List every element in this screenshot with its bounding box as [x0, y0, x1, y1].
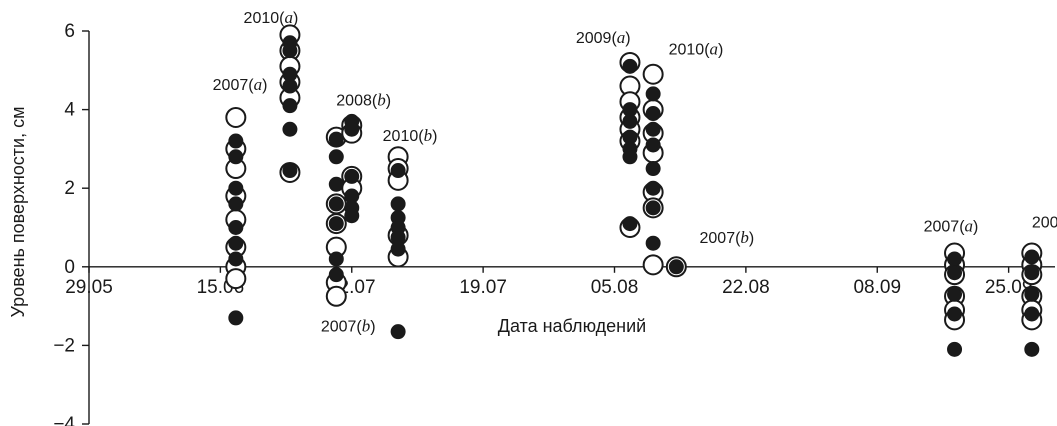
- x-tick-label: 22.08: [722, 277, 770, 298]
- filled-circle-point: [328, 267, 344, 283]
- year-annotation: 2007(b): [700, 228, 755, 247]
- open-circle-point: [325, 285, 347, 307]
- open-circle-point: [642, 63, 664, 85]
- filled-circle-point: [228, 196, 244, 212]
- year-annotation: 2008(b): [336, 91, 391, 110]
- filled-circle-point: [622, 149, 638, 165]
- filled-circle-point: [328, 131, 344, 147]
- year-annotation: 2009(a): [576, 28, 631, 47]
- year-annotation: 2010(b): [383, 126, 438, 145]
- y-tick-label: 4: [64, 100, 75, 121]
- filled-circle-point: [390, 324, 406, 340]
- y-tick-label: 2: [64, 178, 75, 199]
- y-tick-label: 6: [64, 21, 75, 42]
- filled-circle-point: [328, 196, 344, 212]
- filled-circle-point: [947, 251, 963, 267]
- annotations: 2007(a) 2010(a) 2008(b) 2010(b) 2007(b) 2009(…: [213, 8, 1057, 336]
- filled-circle-point: [947, 265, 963, 281]
- x-tick-label: 29.05: [65, 277, 113, 298]
- filled-circle-point: [228, 235, 244, 251]
- filled-circle-point: [390, 196, 406, 212]
- filled-circle-point: [344, 168, 360, 184]
- filled-circle-point: [1024, 341, 1040, 357]
- x-tick-label: 05.08: [591, 277, 639, 298]
- filled-circle-point: [328, 251, 344, 267]
- filled-circle-point: [228, 133, 244, 149]
- data-points: [225, 24, 1043, 357]
- filled-circle-point: [228, 180, 244, 196]
- year-annotation: 2007(a): [924, 216, 979, 235]
- open-circle-point: [225, 268, 247, 290]
- filled-circle-point: [1024, 286, 1040, 302]
- filled-circle-point: [645, 180, 661, 196]
- filled-circle-point: [645, 161, 661, 177]
- open-circle-point: [225, 106, 247, 128]
- filled-circle-point: [1024, 306, 1040, 322]
- filled-circle-point: [228, 251, 244, 267]
- filled-circle-point: [390, 163, 406, 179]
- filled-circle-point: [1024, 265, 1040, 281]
- year-annotation: 2010(a): [244, 8, 299, 27]
- year-annotation: 2007(b): [1032, 213, 1057, 232]
- open-circle-point: [642, 254, 664, 276]
- x-axis-title: Дата наблюдений: [498, 316, 646, 336]
- filled-circle-point: [668, 259, 684, 275]
- filled-circle-point: [390, 241, 406, 257]
- year-annotation: 2007(a): [213, 75, 268, 94]
- x-tick-label: 19.07: [459, 277, 507, 298]
- filled-circle-point: [282, 78, 298, 94]
- filled-circle-point: [328, 216, 344, 232]
- filled-circle-point: [645, 200, 661, 216]
- y-axis-title: Уровень поверхности, см: [8, 107, 28, 318]
- filled-circle-point: [645, 121, 661, 137]
- filled-circle-point: [645, 106, 661, 122]
- x-tick-label: 25.09: [985, 277, 1033, 298]
- filled-circle-point: [947, 306, 963, 322]
- y-tick-label: −2: [53, 335, 75, 356]
- filled-circle-point: [622, 58, 638, 74]
- filled-circle-point: [282, 98, 298, 114]
- filled-circle-point: [622, 216, 638, 232]
- filled-circle-point: [645, 86, 661, 102]
- filled-circle-point: [282, 43, 298, 59]
- filled-circle-point: [328, 176, 344, 192]
- filled-circle-point: [282, 163, 298, 179]
- filled-circle-point: [282, 121, 298, 137]
- filled-circle-point: [645, 137, 661, 153]
- year-annotation: 2010(a): [669, 40, 724, 59]
- filled-circle-point: [344, 208, 360, 224]
- filled-circle-point: [228, 220, 244, 235]
- filled-circle-point: [1024, 249, 1040, 265]
- filled-circle-point: [228, 310, 244, 326]
- y-tick-label: 0: [64, 257, 75, 278]
- filled-circle-point: [947, 286, 963, 302]
- filled-circle-point: [344, 121, 360, 137]
- filled-circle-point: [622, 113, 638, 129]
- year-annotation: 2007(b): [321, 317, 376, 336]
- y-tick-label: −4: [53, 414, 75, 426]
- filled-circle-point: [645, 235, 661, 251]
- filled-circle-point: [328, 149, 344, 165]
- filled-circle-point: [228, 149, 244, 165]
- x-tick-label: 08.09: [853, 277, 901, 298]
- filled-circle-point: [947, 341, 963, 357]
